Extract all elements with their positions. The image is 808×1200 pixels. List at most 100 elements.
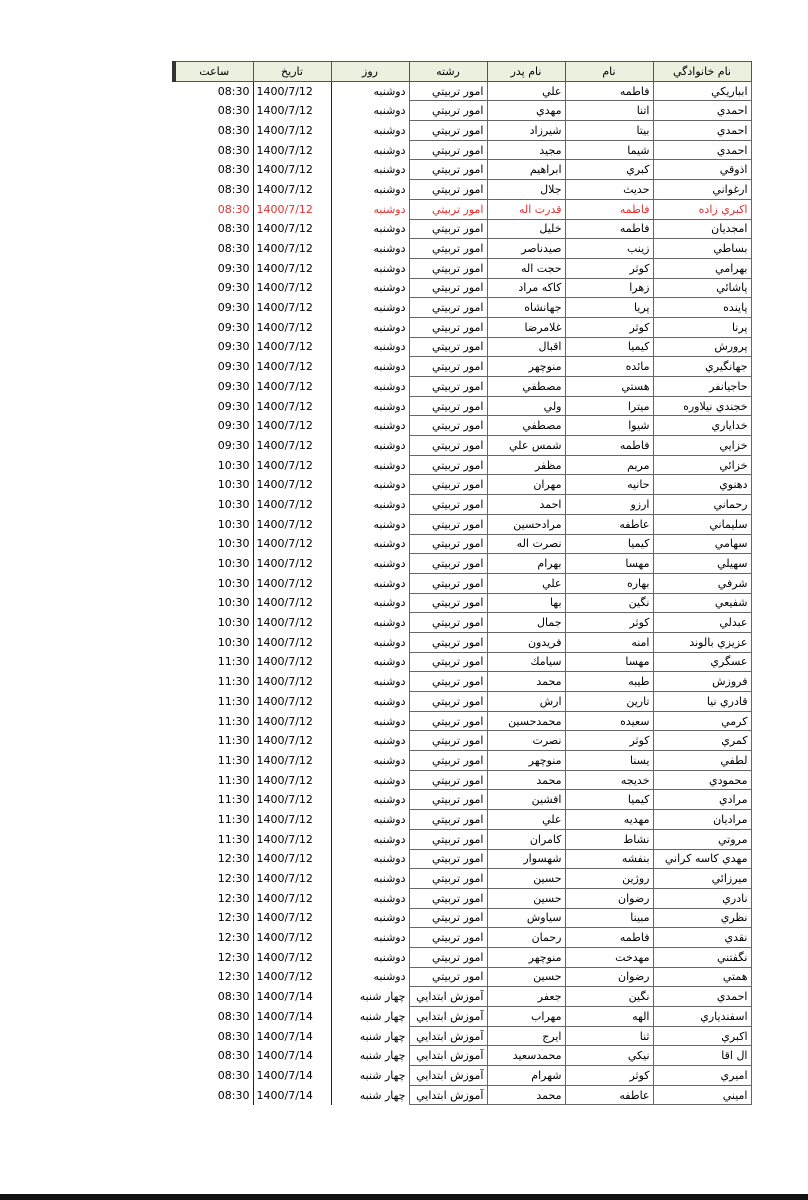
- table-cell: امور تربيتي: [408, 769, 488, 791]
- table-cell: بها: [486, 592, 566, 614]
- table-cell: دوشنبه: [330, 750, 409, 771]
- table-cell: 1400/7/14: [252, 1085, 331, 1105]
- table-cell: سيامك: [486, 651, 566, 673]
- table-cell: 11:30: [217, 714, 250, 728]
- table-row: خزايي فاطمه شمس علي امور تربيتي دوشنبه 1400/7…: [174, 435, 752, 456]
- table-cell: دوشنبه: [330, 297, 409, 318]
- table-cell: 1400/7/12: [252, 199, 331, 219]
- table-cell: امور تربيتي: [408, 533, 488, 555]
- table-cell: بهرام: [486, 553, 566, 574]
- table-cell: احمدي: [652, 120, 752, 141]
- table-cell: 1400/7/12: [252, 789, 331, 810]
- table-cell: الهه: [564, 1006, 654, 1027]
- table-cell: 1400/7/12: [252, 888, 331, 909]
- table-row: اذوقي كبري ابراهيم امور تربيتي دوشنبه 1400/7/…: [174, 159, 752, 181]
- table-cell: كامران: [486, 828, 566, 850]
- table-cell: 1400/7/12: [252, 553, 331, 574]
- table-row: حاجيانفر هستي مصطفي امور تربيتي دوشنبه 1400/7…: [174, 376, 752, 397]
- table-cell: خليل: [486, 218, 566, 240]
- table-cell: آموزش ابتدايي: [408, 1006, 488, 1027]
- table-cell: ارزو: [564, 494, 654, 515]
- table-cell: دوشنبه: [330, 474, 409, 495]
- table-cell: 1400/7/12: [252, 809, 331, 830]
- table-cell: 1400/7/12: [252, 514, 331, 534]
- table-cell: 1400/7/14: [252, 1045, 331, 1066]
- table-row: پاشائي زهرا كاكه مراد امور تربيتي دوشنبه 1400…: [174, 277, 752, 299]
- header-cell: ساعت: [172, 61, 254, 82]
- table-row: خداياري شيوا مصطفي امور تربيتي دوشنبه 1400/7/…: [174, 415, 752, 437]
- table-cell: 1400/7/12: [252, 908, 331, 928]
- table-cell: امور تربيتي: [408, 553, 488, 574]
- table-cell: كبري: [564, 159, 654, 181]
- table-cell: آموزش ابتدايي: [408, 1084, 488, 1106]
- table-cell: دوشنبه: [330, 829, 409, 849]
- table-cell: دوشنبه: [330, 376, 409, 397]
- table-cell: حسين: [486, 887, 566, 909]
- table-cell: كوثر: [564, 257, 654, 279]
- table-cell: 08:30: [217, 84, 250, 98]
- table-cell: دوشنبه: [330, 278, 409, 298]
- table-cell: بهرامي: [652, 257, 752, 279]
- table-row: كمري كوثر نصرت امور تربيتي دوشنبه 1400/7/12 11…: [174, 730, 752, 752]
- table-cell: نگين: [564, 986, 654, 1007]
- table-cell: جهانشاه: [486, 297, 566, 318]
- table-cell: جلال: [486, 179, 566, 200]
- table-cell: 1400/7/12: [252, 730, 331, 751]
- table-cell: مهران: [486, 474, 566, 496]
- table-cell: امور تربيتي: [408, 710, 488, 732]
- table-cell: مجيد: [486, 139, 566, 161]
- table-cell: امور تربيتي: [408, 651, 488, 673]
- table-cell: خزايي: [652, 435, 752, 456]
- table-cell: مراديان: [652, 809, 752, 830]
- table-cell: 1400/7/12: [252, 632, 331, 653]
- table-cell: صيدناصر: [486, 238, 566, 259]
- table-cell: امور تربيتي: [408, 100, 488, 122]
- table-row: قادري نيا تارين ارش امور تربيتي دوشنبه 1400/7…: [174, 691, 752, 712]
- table-cell: جمال: [486, 612, 566, 633]
- table-row: دهنوي حانيه مهران امور تربيتي دوشنبه 1400/7/1…: [174, 474, 752, 496]
- table-cell: شمس علي: [486, 435, 566, 456]
- table-cell: دوشنبه: [330, 908, 409, 928]
- table-cell: كوثر: [564, 316, 654, 338]
- table-cell: روژين: [564, 868, 654, 889]
- table-cell: نظري: [652, 907, 752, 929]
- table-cell: 12:30: [217, 931, 250, 945]
- table-cell: دوشنبه: [330, 612, 409, 633]
- table-cell: 11:30: [217, 793, 250, 807]
- table-cell: افشين: [486, 789, 566, 811]
- table-cell: دوشنبه: [330, 632, 409, 653]
- table-row: نادري رضوان حسين امور تربيتي دوشنبه 1400/7/12…: [174, 887, 752, 909]
- table-cell: شيما: [564, 139, 654, 161]
- table-cell: نيكي: [564, 1045, 654, 1067]
- table-row: لطفي يسنا منوچهر امور تربيتي دوشنبه 1400/7/12…: [174, 750, 752, 771]
- table-cell: كمري: [652, 730, 752, 752]
- table-cell: آموزش ابتدايي: [408, 1025, 488, 1047]
- table-cell: دوشنبه: [330, 770, 409, 790]
- table-cell: 1400/7/12: [252, 415, 331, 436]
- table-row: پاينده پريا جهانشاه امور تربيتي دوشنبه 1400/7…: [174, 297, 752, 318]
- table-row: ميرزائي روژين حسين امور تربيتي دوشنبه 1400/7/…: [174, 868, 752, 889]
- table-cell: اكبري زاده: [652, 198, 752, 220]
- table-cell: امور تربيتي: [408, 395, 488, 417]
- table-cell: يسنا: [564, 750, 654, 771]
- table-cell: 08:30: [217, 990, 250, 1004]
- table-cell: امور تربيتي: [408, 592, 488, 614]
- table-row: جهانگيري مائده منوچهر امور تربيتي دوشنبه 1400…: [174, 356, 752, 377]
- table-cell: كرمي: [652, 710, 752, 732]
- table-cell: 11:30: [217, 694, 250, 708]
- table-cell: امور تربيتي: [408, 907, 488, 929]
- table-cell: دوشنبه: [330, 219, 409, 239]
- table-cell: 1400/7/12: [252, 750, 331, 771]
- table-cell: فاطمه: [564, 218, 654, 240]
- table-cell: بهاره: [564, 572, 654, 594]
- table-cell: 1400/7/12: [252, 219, 331, 239]
- table-cell: 12:30: [217, 852, 250, 866]
- table-cell: علي: [486, 809, 566, 830]
- table-cell: مظفر: [486, 454, 566, 476]
- table-row: نگفتني مهدخت منوچهر امور تربيتي دوشنبه 1400/7…: [174, 946, 752, 968]
- table-cell: حاجيانفر: [652, 376, 752, 397]
- table-cell: 1400/7/12: [252, 691, 331, 712]
- table-cell: 08:30: [217, 1068, 250, 1082]
- table-cell: سياوش: [486, 907, 566, 929]
- table-cell: منوچهر: [486, 356, 566, 377]
